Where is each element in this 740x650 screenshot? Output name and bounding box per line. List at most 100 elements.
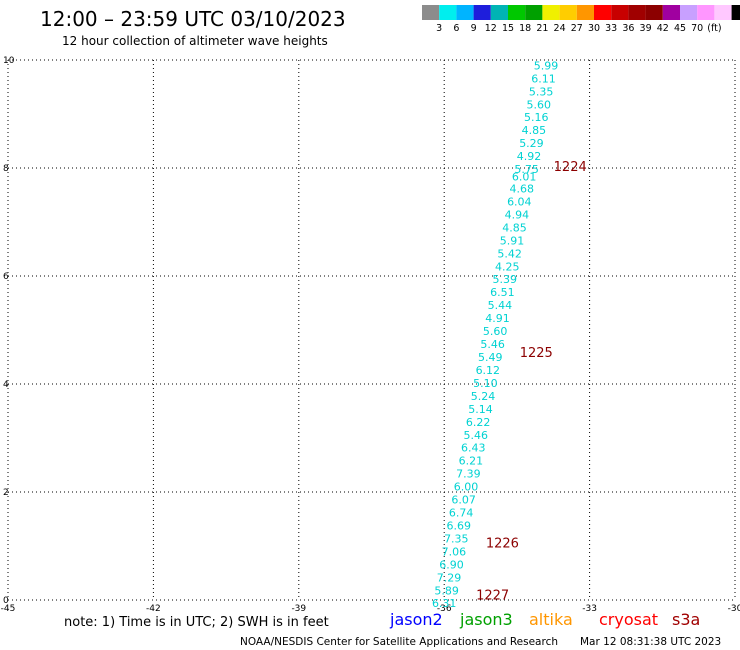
wave-height-label: 5.29: [519, 137, 544, 150]
axis-tick-labels: -45 -42 -39 -36 -33 -30 0 2 4 6 8 10: [1, 56, 740, 614]
wave-height-label: 6.69: [446, 519, 471, 532]
color-swatch: [508, 5, 526, 20]
wave-height-label: 5.35: [529, 85, 554, 98]
wave-height-label: 6.11: [531, 72, 556, 85]
satellite-legend: jason2 jason3 altika cryosat s3a: [389, 610, 700, 629]
grid-lines: [7, 59, 736, 601]
color-swatch: [576, 5, 594, 20]
y-tick-label: 8: [3, 164, 9, 174]
x-tick-label: -30: [728, 604, 740, 614]
chart-title: 12:00 – 23:59 UTC 03/10/2023: [40, 7, 346, 31]
color-scale-label: 9: [471, 23, 477, 34]
wave-height-label: 4.85: [502, 221, 527, 234]
x-tick-label: -39: [291, 604, 306, 614]
generation-timestamp: Mar 12 08:31:38 UTC 2023: [580, 636, 721, 648]
wave-height-label: 6.21: [459, 455, 484, 468]
wave-height-label: 5.49: [478, 351, 503, 364]
color-swatch: [697, 5, 715, 20]
color-scale-label: 24: [554, 23, 566, 34]
wave-height-label: 5.39: [493, 273, 518, 286]
color-scale-label: 18: [519, 23, 531, 34]
color-scale-label: 21: [536, 23, 548, 34]
wave-height-label: 6.00: [454, 481, 479, 494]
y-tick-label: 10: [3, 56, 15, 66]
time-annotation: 1225: [520, 346, 553, 361]
wave-height-label: 4.68: [509, 183, 534, 196]
units-note: note: 1) Time is in UTC; 2) SWH is in fe…: [64, 615, 329, 630]
color-swatch: [559, 5, 577, 20]
wave-height-label: 5.24: [471, 390, 496, 403]
color-scale-label: 27: [571, 23, 583, 34]
time-annotation: 1226: [486, 536, 519, 551]
color-scale-label: 45: [674, 23, 686, 34]
wave-height-label: 4.25: [495, 260, 520, 273]
wave-height-label: 6.01: [512, 171, 537, 184]
color-scale-label: 30: [588, 23, 600, 34]
wave-height-label: 5.60: [483, 325, 508, 338]
wave-height-label: 5.46: [463, 429, 488, 442]
wave-height-label: 7.06: [442, 545, 467, 558]
time-annotation: 1227: [476, 589, 509, 604]
wave-height-label: 6.07: [451, 494, 476, 507]
color-scale-label: 39: [640, 23, 652, 34]
color-scale-label: 42: [657, 23, 669, 34]
color-scale-label: 3: [436, 23, 442, 34]
wave-height-label: 7.39: [456, 468, 481, 481]
color-swatch: [542, 5, 560, 20]
color-swatch: [628, 5, 646, 20]
y-tick-label: 0: [3, 596, 9, 606]
wave-height-label: 6.51: [490, 286, 515, 299]
color-swatch: [611, 5, 629, 20]
color-scale-label: 33: [605, 23, 617, 34]
legend-entry-jason2: jason2: [389, 610, 443, 629]
wave-height-label: 4.91: [485, 312, 510, 325]
wave-height-label: 4.85: [522, 124, 547, 137]
wave-height-label: 5.10: [473, 377, 498, 390]
wave-height-label: 5.60: [526, 98, 551, 111]
x-tick-label: -45: [1, 604, 16, 614]
color-scale-label: 15: [502, 23, 514, 34]
y-tick-label: 2: [3, 488, 9, 498]
legend-entry-cryosat: cryosat: [599, 610, 658, 629]
wave-height-label: 6.31: [432, 597, 457, 610]
wave-height-label: 5.42: [497, 247, 522, 260]
wave-height-label: 7.29: [437, 571, 462, 584]
color-swatch: [714, 5, 732, 20]
wave-height-label: 5.91: [500, 234, 525, 247]
legend-entry-s3a: s3a: [672, 610, 700, 629]
color-swatch: [456, 5, 474, 20]
wave-height-label: 6.22: [466, 416, 491, 429]
legend-entry-altika: altika: [529, 610, 573, 629]
wave-height-label: 7.35: [444, 532, 469, 545]
color-scale-bar: 3 6 9 12 15 18 21 24 27 30 33 36 39 42 45 70 (ft): [422, 5, 740, 34]
wave-height-label: 5.99: [534, 59, 559, 72]
color-swatch: [594, 5, 612, 20]
y-tick-label: 4: [3, 380, 9, 390]
color-swatch: [731, 5, 740, 20]
wave-height-label: 5.16: [524, 111, 549, 124]
wave-height-label: 5.46: [480, 338, 505, 351]
wave-height-label: 6.90: [439, 558, 464, 571]
color-swatch: [525, 5, 543, 20]
color-scale-label: 36: [622, 23, 634, 34]
wave-height-label: 4.94: [505, 208, 530, 221]
wave-height-label: 5.89: [434, 584, 459, 597]
color-swatch: [645, 5, 663, 20]
time-annotation: 1224: [554, 160, 587, 175]
legend-entry-jason3: jason3: [459, 610, 513, 629]
wave-height-label: 6.12: [476, 364, 501, 377]
wave-height-label: 6.43: [461, 442, 486, 455]
x-tick-label: -42: [146, 604, 161, 614]
chart-subtitle: 12 hour collection of altimeter wave hei…: [62, 34, 328, 48]
color-swatch: [422, 5, 440, 20]
color-scale-label: 12: [485, 23, 497, 34]
data-labels: 5.996.115.355.605.164.855.294.925.756.01…: [432, 59, 558, 610]
color-swatch: [490, 5, 508, 20]
credit-line: NOAA/NESDIS Center for Satellite Applica…: [240, 636, 558, 648]
color-scale-label: 6: [453, 23, 459, 34]
wave-height-label: 4.92: [517, 150, 542, 163]
y-tick-label: 6: [3, 272, 9, 282]
wave-height-label: 5.44: [488, 299, 513, 312]
